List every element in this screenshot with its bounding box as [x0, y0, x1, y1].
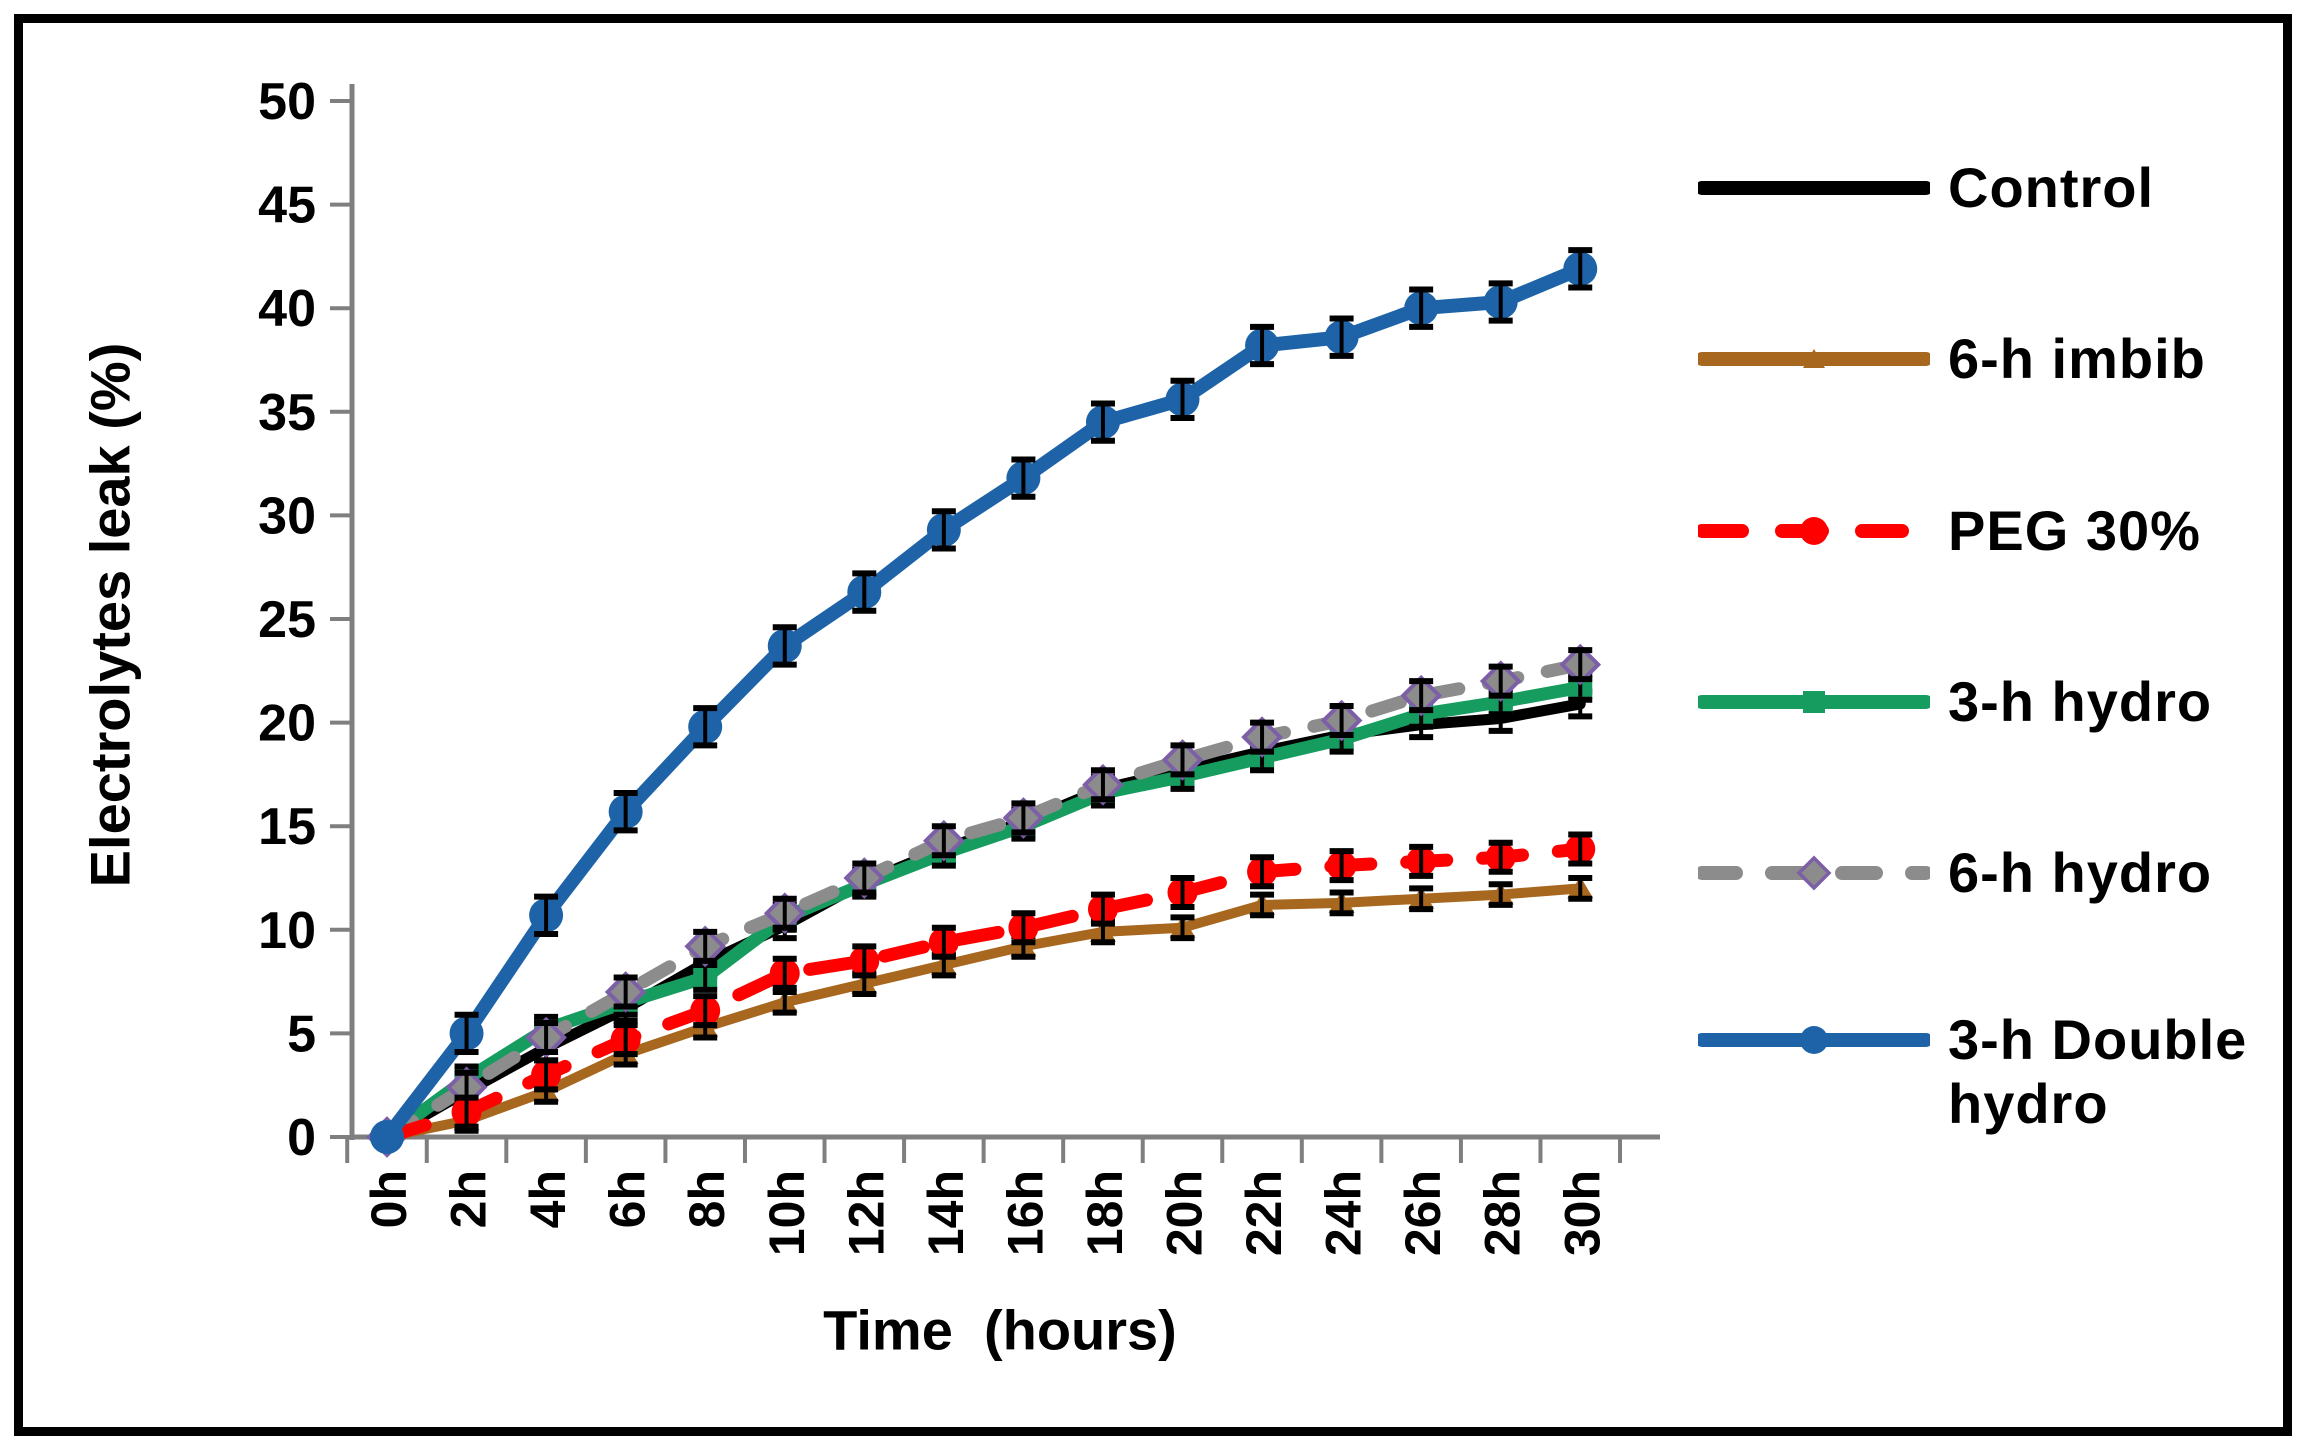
y-tick-label: 30: [258, 487, 316, 545]
legend-label: Control: [1948, 156, 2155, 219]
legend-swatch: [1698, 181, 1930, 195]
legend-swatch: [1698, 691, 1930, 713]
series-3-h-hydro-line: [380, 680, 1587, 1144]
legend-swatch: [1698, 349, 1930, 368]
legend-label: 6-h imbib: [1948, 327, 2206, 390]
legend-marker: [1803, 691, 1825, 713]
legend-item-6-h-imbib: 6-h imbib: [1698, 327, 2306, 391]
legend-marker: [1800, 517, 1828, 545]
y-tick-label: 45: [258, 177, 316, 235]
legend-marker: [1796, 855, 1832, 891]
legend-label: 3-h Double hydro: [1948, 1008, 2248, 1135]
x-tick-label: 22h: [1236, 1170, 1292, 1256]
x-tick-label: 4h: [520, 1170, 576, 1228]
x-tick-label: 16h: [997, 1170, 1053, 1256]
series-6-h-hydro-line: [380, 658, 1587, 1144]
series-6-h-imbib-line: [382, 883, 1586, 1142]
legend-swatch: [1698, 517, 1930, 545]
x-tick-label: 14h: [918, 1170, 974, 1256]
y-tick-label: 10: [258, 902, 316, 960]
legend-item-control: Control: [1698, 156, 2306, 220]
legend-label: 6-h hydro: [1948, 841, 2213, 904]
legend-swatch: [1698, 1026, 1930, 1054]
x-tick-label: 10h: [759, 1170, 815, 1256]
y-tick-label: 35: [258, 384, 316, 442]
x-tick-label: 20h: [1157, 1170, 1213, 1256]
x-tick-label: 24h: [1316, 1170, 1372, 1256]
x-tick-label: 6h: [600, 1170, 656, 1228]
y-tick-label: 50: [258, 73, 316, 131]
legend-item-3-h-double-hydro: 3-h Double hydro: [1698, 1008, 2306, 1136]
x-tick-label: 28h: [1475, 1170, 1531, 1256]
legend-marker: [1803, 349, 1825, 368]
y-tick-label: 25: [258, 591, 316, 649]
y-axis-title: Electrolytes leak (%): [78, 342, 142, 888]
x-axis-title: Time (hours): [823, 1298, 1177, 1362]
legend-label: 3-h hydro: [1948, 670, 2213, 733]
x-tick-label: 30h: [1554, 1170, 1610, 1256]
series-3-h-double-hydro-marker: [370, 1120, 404, 1154]
x-tick-label: 8h: [679, 1170, 735, 1228]
legend-item-6-h-hydro: 6-h hydro: [1698, 841, 2306, 905]
legend-item-peg-30-: PEG 30%: [1698, 499, 2306, 563]
x-tick-label: 26h: [1395, 1170, 1451, 1256]
y-tick-label: 5: [287, 1005, 316, 1063]
legend-label: PEG 30%: [1948, 499, 2201, 562]
series-3-h-double-hydro-line: [380, 261, 1588, 1144]
y-tick-label: 15: [258, 798, 316, 856]
x-tick-label: 12h: [838, 1170, 894, 1256]
y-tick-label: 20: [258, 695, 316, 753]
x-tick-label: 0h: [361, 1170, 417, 1228]
y-tick-label: 0: [287, 1109, 316, 1167]
figure-border: [14, 14, 2292, 1436]
y-tick-label: 40: [258, 280, 316, 338]
x-tick-label: 2h: [441, 1170, 497, 1228]
x-tick-label: 18h: [1077, 1170, 1133, 1256]
series-peg-30--line: [380, 842, 1587, 1144]
legend-swatch: [1698, 855, 1930, 891]
legend-item-3-h-hydro: 3-h hydro: [1698, 670, 2306, 734]
legend-marker: [1800, 1026, 1828, 1054]
